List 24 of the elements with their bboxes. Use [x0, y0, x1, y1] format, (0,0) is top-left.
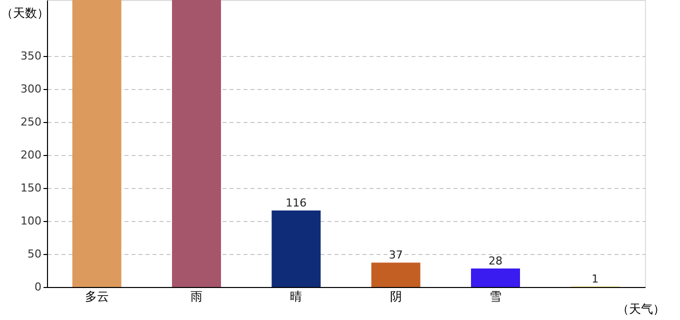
y-tick-label: 300 — [20, 82, 42, 96]
x-tick-label: 多云 — [84, 290, 109, 304]
x-axis-title: （天气） — [617, 302, 665, 316]
y-tick-label: 250 — [20, 116, 42, 129]
data-label: 37 — [388, 248, 403, 262]
data-label: 28 — [488, 254, 502, 268]
bar — [371, 262, 420, 287]
y-tick-label: 100 — [20, 214, 42, 228]
y-tick-label: 50 — [28, 248, 42, 261]
x-tick-label: 阴 — [390, 290, 402, 304]
y-tick-label: 150 — [20, 182, 42, 195]
y-tick-label: 0 — [34, 280, 42, 294]
bar — [272, 210, 321, 287]
x-tick-label: 晴 — [290, 290, 302, 304]
y-tick-label: 350 — [20, 50, 42, 63]
x-tick-label: 雨 — [190, 290, 202, 304]
x-tick-label: 雪 — [490, 290, 502, 304]
bar — [172, 0, 221, 287]
bar — [471, 268, 520, 287]
y-tick-label: 200 — [20, 148, 42, 162]
bar — [72, 0, 122, 287]
data-label: 116 — [286, 196, 307, 210]
data-label: 1 — [592, 272, 599, 286]
y-axis-title: （天数） — [1, 6, 49, 20]
